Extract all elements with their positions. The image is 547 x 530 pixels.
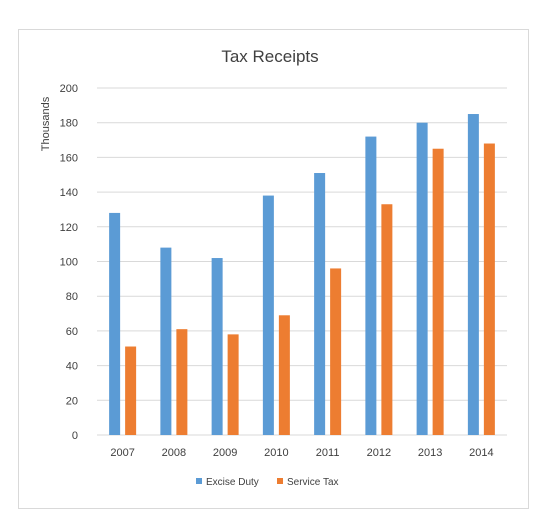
y-tick-label: 40 xyxy=(66,361,78,373)
y-tick-label: 0 xyxy=(72,430,78,442)
bar-excise-duty xyxy=(262,195,274,435)
legend: Excise Duty Service Tax xyxy=(196,477,339,488)
y-tick-label: 200 xyxy=(60,83,78,95)
bar-service-tax xyxy=(227,334,239,435)
bar-service-tax xyxy=(330,268,342,435)
bar-excise-duty xyxy=(416,122,428,435)
x-tick-labels: 2007 2008 2009 2010 2011 2012 2013 2014 xyxy=(110,447,493,459)
x-tick-label: 2008 xyxy=(162,447,186,459)
legend-swatch xyxy=(277,478,283,484)
bar-service-tax xyxy=(483,143,495,435)
x-tick-label: 2013 xyxy=(418,447,442,459)
bar-service-tax xyxy=(432,148,444,435)
x-tick-label: 2014 xyxy=(469,447,493,459)
bar-excise-duty xyxy=(467,114,479,436)
bar-excise-duty xyxy=(211,258,223,435)
bar-excise-duty xyxy=(109,212,121,435)
y-tick-label: 20 xyxy=(66,395,78,407)
y-tick-label: 160 xyxy=(60,152,78,164)
chart-title: Tax Receipts xyxy=(221,47,318,66)
bars xyxy=(109,114,495,436)
y-tick-label: 140 xyxy=(60,187,78,199)
x-tick-label: 2010 xyxy=(264,447,288,459)
bar-service-tax xyxy=(176,329,188,435)
gridlines xyxy=(97,87,507,436)
y-tick-label: 100 xyxy=(60,257,78,269)
bar-excise-duty xyxy=(160,247,172,435)
y-axis-title: Thousands xyxy=(40,96,52,151)
bar-excise-duty xyxy=(365,136,377,435)
y-tick-label: 60 xyxy=(66,326,78,338)
x-tick-label: 2007 xyxy=(110,447,134,459)
y-tick-label: 80 xyxy=(66,291,78,303)
y-tick-label: 120 xyxy=(60,222,78,234)
x-tick-label: 2011 xyxy=(316,447,340,459)
bar-service-tax xyxy=(278,315,290,435)
legend-label: Excise Duty xyxy=(206,477,259,488)
x-tick-label: 2012 xyxy=(367,447,391,459)
y-tick-label: 180 xyxy=(60,118,78,130)
legend-swatch xyxy=(196,478,202,484)
y-tick-labels: 0 20 40 60 80 100 120 140 160 180 200 xyxy=(60,83,78,442)
bar-service-tax xyxy=(381,204,393,435)
x-tick-label: 2009 xyxy=(213,447,237,459)
legend-label: Service Tax xyxy=(287,477,339,488)
bar-service-tax xyxy=(125,346,137,435)
bar-excise-duty xyxy=(314,173,326,435)
